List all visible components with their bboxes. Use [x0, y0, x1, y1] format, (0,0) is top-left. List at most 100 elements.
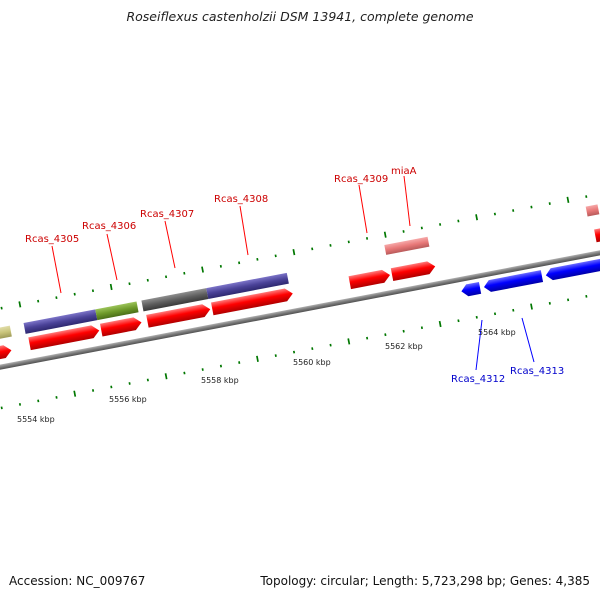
outer-scale-tick-mark [128, 282, 131, 286]
outer-scale-tick-mark [347, 240, 350, 244]
inner-scale-tick-mark [219, 364, 223, 368]
inner-scale-tick-mark [530, 303, 533, 310]
inner-scale-tick-mark [567, 298, 570, 302]
gene-label-rcas-4308: Rcas_4308 [214, 194, 268, 205]
outer-scale-tick-mark [530, 205, 533, 209]
outer-scale-tick-mark [256, 257, 259, 261]
inner-scale-tick-mark [420, 326, 423, 330]
topology-text: Topology: circular; Length: 5,723,298 bp… [260, 574, 590, 588]
outer-scale-tick-mark [219, 264, 222, 268]
outer-scale-tick-mark [91, 289, 95, 293]
gene-arrow-right-edge [594, 224, 600, 243]
inner-scale-tick-mark [238, 361, 241, 364]
inner-scale-tick-mark [585, 294, 588, 298]
gene-arrow-rcas-4305 [28, 325, 100, 351]
map-title: Roseiflexus castenholzii DSM 13941, comp… [126, 9, 474, 24]
outer-scale-tick-mark [475, 214, 478, 221]
gene-arrow-rcas-4314 [545, 258, 600, 281]
outer-scale-ticks [0, 195, 588, 310]
scale-label-5558: 5558 kbp [201, 376, 239, 385]
inner-scale-tick-mark [256, 355, 259, 362]
inner-scale-tick-mark [274, 354, 277, 357]
outer-scale-tick-mark [292, 249, 296, 256]
inner-scale-tick-mark [18, 403, 22, 406]
cog-band-purple-4308 [206, 272, 289, 299]
inner-scale-tick-mark [384, 333, 387, 337]
accession-text: Accession: NC_009767 [9, 574, 146, 588]
scale-label-5562: 5562 kbp [385, 342, 423, 351]
outer-scale-tick-mark [420, 226, 423, 230]
outer-scale-tick-mark [585, 195, 588, 198]
inner-scale-tick-mark [457, 319, 460, 323]
leader-line-rcas-4307 [164, 220, 176, 269]
pseudo-gene-miaA-band [384, 236, 430, 255]
outer-scale-tick-mark [146, 278, 149, 282]
outer-scale-tick-mark [566, 196, 570, 203]
outer-scale-tick-mark [18, 301, 22, 308]
inner-scale-tick-mark [292, 350, 296, 354]
scale-label-5564: 5564 kbp [478, 328, 516, 337]
inner-scale-tick-mark [512, 308, 515, 312]
outer-scale-tick-mark [383, 231, 387, 238]
inner-scale-tick-mark [475, 315, 478, 319]
cog-band-purple-4305 [23, 309, 98, 334]
outer-scale-tick-mark [457, 219, 460, 223]
outer-scale-tick-mark [512, 209, 515, 212]
inner-scale-tick-mark [438, 320, 442, 328]
gene-arrow-rcas-4306 [100, 317, 142, 337]
genome-backbone [0, 244, 600, 376]
cog-band-olive-4306 [95, 301, 139, 321]
outer-scale-tick-mark [238, 261, 241, 265]
gene-arrow-rcas-4313 [483, 270, 544, 292]
leader-line-rcas-4309 [358, 184, 368, 234]
outer-scale-tick-mark [311, 247, 314, 251]
inner-scale-tick-mark [164, 373, 168, 380]
outer-scale-tick-mark [274, 254, 277, 258]
cog-band-gray-4307 [141, 288, 209, 312]
inner-scale-tick-mark [91, 389, 95, 392]
inner-scale-tick-mark [347, 338, 351, 345]
gene-label-rcas-4307: Rcas_4307 [140, 209, 194, 220]
outer-scale-tick-mark [201, 266, 204, 273]
gene-arrow-rcas-4312 [461, 281, 482, 297]
inner-scale-tick-mark [366, 336, 369, 340]
leader-line-rcas-4312 [475, 319, 483, 371]
scale-label-5556: 5556 kbp [109, 395, 147, 404]
inner-scale-ticks [0, 294, 588, 410]
inner-scale-tick-mark [402, 329, 405, 333]
gene-label-rcas-4309: Rcas_4309 [334, 174, 388, 185]
inner-scale-tick-mark [548, 301, 551, 305]
pseudo-gene-right-edge [585, 204, 600, 217]
gene-label-rcas-4306: Rcas_4306 [82, 221, 136, 232]
inner-scale-tick-mark [146, 378, 149, 382]
outer-scale-tick-mark [55, 296, 58, 300]
inner-scale-tick-mark [55, 396, 58, 399]
outer-scale-tick-mark [0, 306, 3, 310]
outer-scale-tick-mark [37, 299, 40, 303]
outer-scale-tick-mark [73, 292, 76, 296]
gene-label-rcas-4312: Rcas_4312 [451, 374, 505, 385]
gene-arrow-left-edge [0, 345, 12, 366]
inner-scale-tick-mark [493, 312, 497, 316]
gene-label-rcas-4313: Rcas_4313 [510, 366, 564, 377]
scale-label-5554: 5554 kbp [17, 415, 55, 424]
gene-arrow-rcas-4309 [348, 269, 391, 290]
inner-scale-tick-mark [37, 399, 40, 403]
cog-band-khaki [0, 325, 12, 341]
outer-scale-tick-mark [365, 237, 369, 240]
outer-scale-tick-mark [329, 244, 332, 247]
inner-scale-tick-mark [329, 343, 332, 347]
outer-scale-tick-mark [164, 275, 168, 279]
outer-scale-tick-mark [493, 212, 496, 216]
gene-label-miaA: miaA [391, 166, 417, 177]
inner-scale-tick-mark [73, 390, 77, 397]
outer-scale-tick-mark [439, 223, 442, 226]
gene-arrow-rcas-4307 [146, 304, 211, 328]
outer-scale-tick-mark [402, 230, 405, 233]
inner-scale-tick-mark [311, 347, 314, 351]
leader-line-rcas-4306 [106, 233, 118, 281]
gene-label-rcas-4305: Rcas_4305 [25, 234, 79, 245]
inner-scale-tick-mark [183, 371, 186, 375]
